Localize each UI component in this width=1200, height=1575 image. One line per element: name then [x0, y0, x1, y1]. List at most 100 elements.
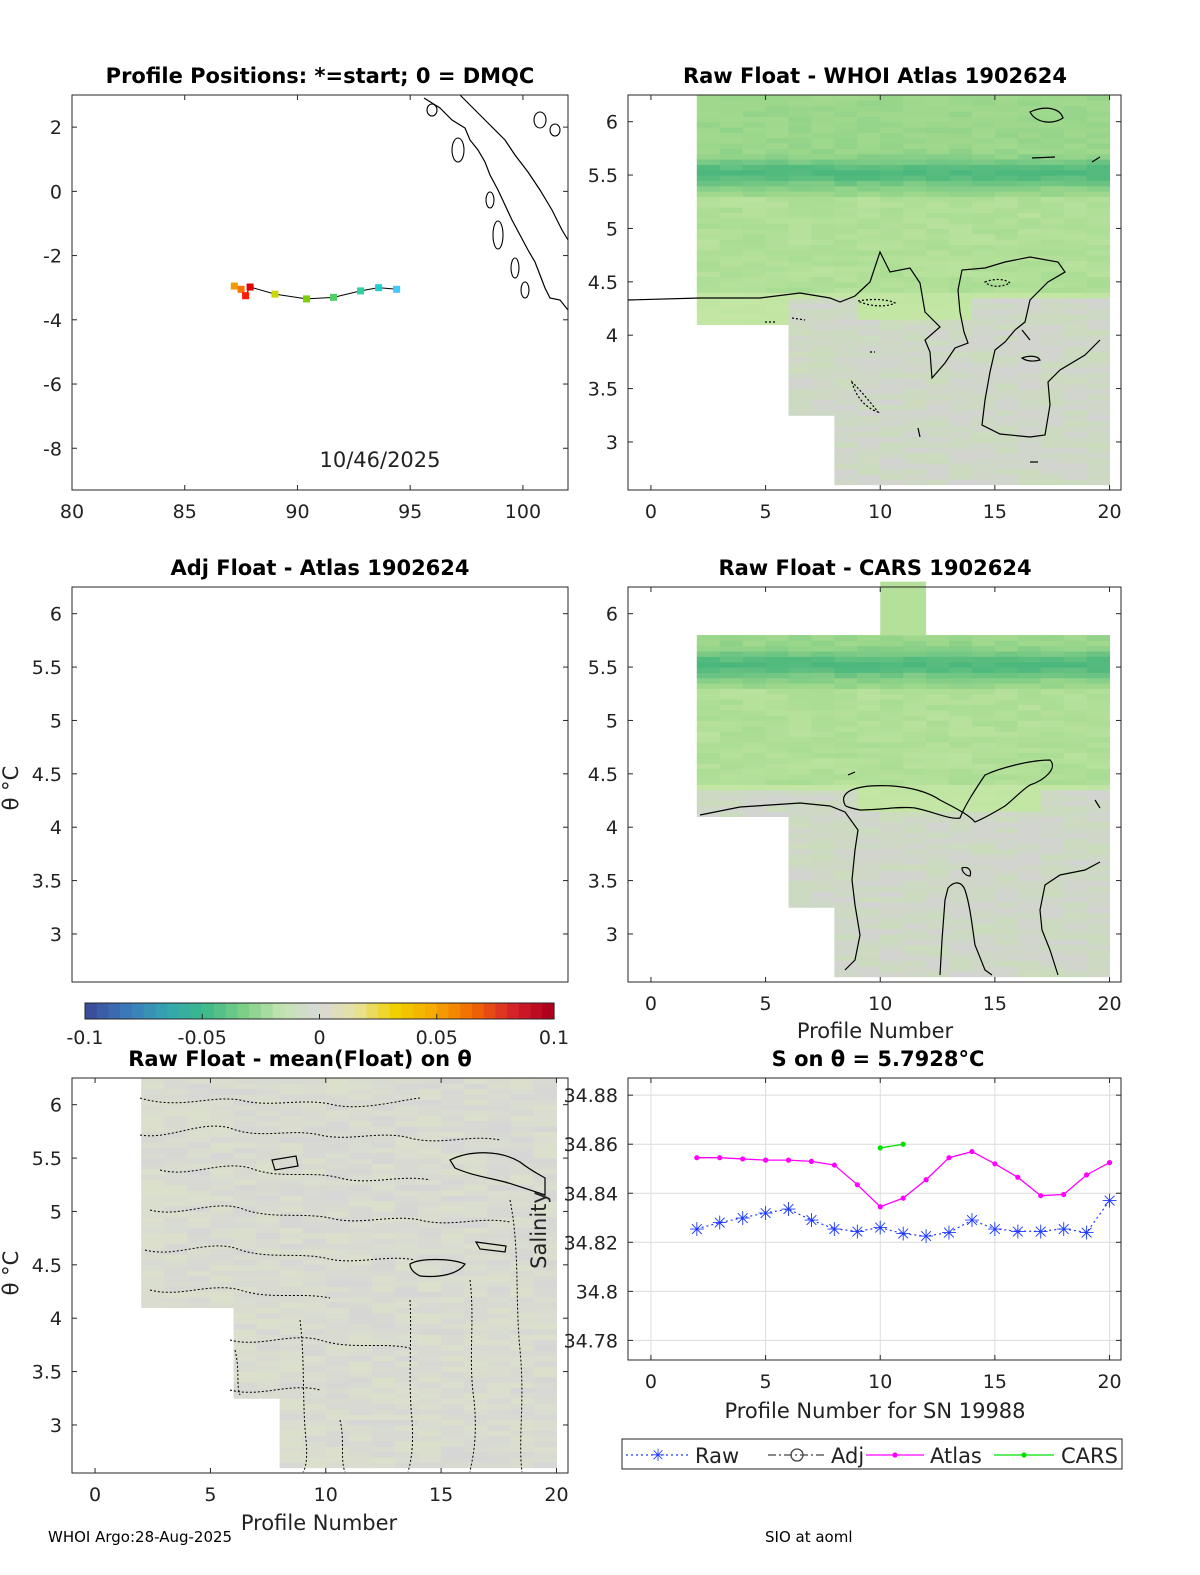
heatmap-cell — [418, 1366, 442, 1373]
heatmap-cell — [1086, 789, 1111, 796]
heatmap-cell — [857, 356, 881, 363]
raw-cars-xlabel: Profile Number — [797, 1019, 954, 1043]
heatmap-cell — [533, 1115, 557, 1122]
heatmap-cell — [903, 468, 927, 475]
heatmap-cell — [811, 196, 835, 203]
heatmap-cell — [971, 811, 996, 818]
heatmap-cell — [1017, 436, 1042, 443]
heatmap-cell — [418, 1376, 442, 1383]
heatmap-cell — [141, 1227, 165, 1234]
heatmap-cell — [1063, 971, 1088, 978]
heatmap-cell — [187, 1174, 211, 1180]
raw-cars-ytick-label: 4 — [606, 817, 618, 839]
heatmap-cell — [348, 1275, 373, 1282]
heatmap-cell — [857, 292, 881, 299]
heatmap-cell — [857, 452, 881, 459]
heatmap-cell — [187, 1270, 211, 1276]
heatmap-cell — [719, 704, 744, 711]
heatmap-cell — [811, 811, 835, 818]
heatmap-cell — [857, 773, 881, 780]
heatmap-cell — [880, 351, 904, 358]
heatmap-cell — [857, 640, 881, 647]
heatmap-cell — [325, 1147, 350, 1154]
heatmap-cell — [788, 901, 812, 908]
heatmap-cell — [696, 233, 721, 240]
heatmap-cell — [994, 704, 1019, 711]
heatmap-cell — [926, 821, 950, 828]
island-outline — [549, 123, 561, 137]
heatmap-cell — [371, 1168, 396, 1175]
heatmap-cell — [510, 1424, 534, 1431]
heatmap-cell — [371, 1446, 396, 1453]
raw-mean-contours — [139, 1097, 523, 1473]
heatmap-cell — [696, 731, 721, 737]
heatmap-cell — [994, 329, 1019, 336]
heatmap-cell — [742, 763, 767, 769]
heatmap-cell — [880, 885, 904, 892]
heatmap-cell — [487, 1408, 511, 1415]
heatmap-cell — [1086, 100, 1111, 107]
heatmap-cell — [788, 393, 812, 400]
profile-position-marker — [271, 290, 279, 298]
heatmap-cell — [880, 933, 904, 940]
heatmap-cell — [696, 191, 721, 197]
heatmap-cell — [949, 763, 973, 769]
heatmap-cell — [949, 319, 973, 326]
heatmap-cell — [880, 212, 904, 219]
heatmap-cell — [1086, 933, 1111, 940]
heatmap-cell — [857, 473, 881, 480]
heatmap-cell — [765, 191, 790, 197]
heatmap-cell — [788, 383, 812, 390]
heatmap-cell — [971, 688, 996, 695]
heatmap-cell — [994, 672, 1019, 679]
heatmap-cell — [418, 1094, 442, 1100]
heatmap-cell — [1063, 324, 1088, 331]
date-label: 10/46/2025 — [319, 448, 440, 472]
heatmap-cell — [994, 885, 1019, 892]
heatmap-cell — [279, 1094, 304, 1100]
heatmap-cell — [765, 111, 790, 117]
heatmap-cell — [348, 1360, 373, 1367]
heatmap-cell — [1086, 297, 1111, 304]
heatmap-cell — [533, 1227, 557, 1234]
heatmap-cell — [325, 1318, 350, 1325]
heatmap-cell — [857, 949, 881, 956]
adj-atlas-ytick-label: 4 — [50, 817, 62, 839]
heatmap-cell — [256, 1286, 281, 1293]
heatmap-cell — [949, 853, 973, 860]
heatmap-cell — [994, 651, 1019, 657]
heatmap-cell — [1086, 912, 1111, 919]
heatmap-cell — [1017, 779, 1042, 785]
heatmap-cell — [994, 111, 1019, 117]
heatmap-cell — [302, 1312, 327, 1319]
heatmap-cell — [765, 287, 790, 293]
heatmap-cell — [926, 896, 950, 903]
heatmap-cell — [302, 1158, 327, 1164]
heatmap-cell — [325, 1104, 350, 1111]
heatmap-cell — [256, 1147, 281, 1154]
positions-xtick-label: 85 — [173, 501, 197, 523]
heatmap-cell — [949, 795, 973, 802]
heatmap-cell — [510, 1104, 534, 1111]
heatmap-cell — [994, 715, 1019, 721]
heatmap-cell — [1063, 313, 1088, 320]
heatmap-cell — [880, 388, 904, 395]
heatmap-cell — [926, 159, 950, 165]
heatmap-cell — [834, 228, 858, 235]
heatmap-cell — [510, 1259, 534, 1266]
heatmap-cell — [1040, 672, 1065, 679]
heatmap-cell — [533, 1259, 557, 1266]
heatmap-cell — [811, 260, 835, 267]
heatmap-cell — [788, 693, 812, 700]
heatmap-cell — [533, 1286, 557, 1293]
heatmap-cell — [719, 736, 744, 743]
heatmap-cell — [926, 255, 950, 261]
heatmap-cell — [302, 1403, 327, 1410]
raw-mean-ytick-label: 4 — [50, 1308, 62, 1330]
heatmap-cell — [994, 436, 1019, 443]
heatmap-cell — [903, 640, 927, 647]
colorbar: -0.1 -0.05 0 0.05 0.1 — [66, 1002, 569, 1049]
heatmap-cell — [834, 901, 858, 908]
heatmap-cell — [1017, 473, 1042, 480]
heatmap-cell — [487, 1280, 511, 1287]
